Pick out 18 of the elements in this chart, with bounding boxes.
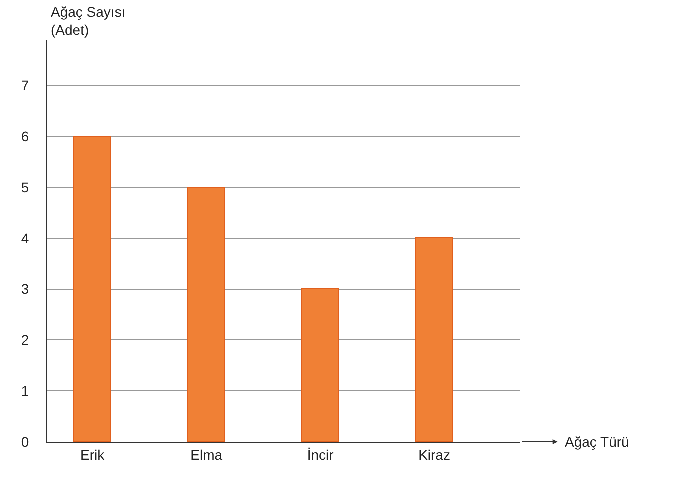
y-axis-title: Ağaç Sayısı (Adet) xyxy=(51,4,126,38)
x-tick-label: Elma xyxy=(190,446,223,463)
y-tick-label: 6 xyxy=(21,128,30,145)
x-tick-label: Kiraz xyxy=(418,446,450,463)
x-tick-label: Erik xyxy=(80,446,106,463)
bar xyxy=(415,237,453,442)
bar xyxy=(73,136,111,442)
y-tick-label: 0 xyxy=(21,434,30,450)
y-tick-label: 3 xyxy=(21,281,30,298)
y-tick-label: 2 xyxy=(21,332,30,348)
x-axis-title: Ağaç Türü xyxy=(565,434,630,450)
y-tick-label: 4 xyxy=(21,230,30,246)
x-tick-label: İncir xyxy=(307,446,334,463)
y-tick-label: 7 xyxy=(21,78,30,94)
y-tick-label: 1 xyxy=(21,383,30,400)
bar xyxy=(301,288,339,442)
bar xyxy=(187,187,225,442)
y-tick-label: 5 xyxy=(21,179,30,196)
